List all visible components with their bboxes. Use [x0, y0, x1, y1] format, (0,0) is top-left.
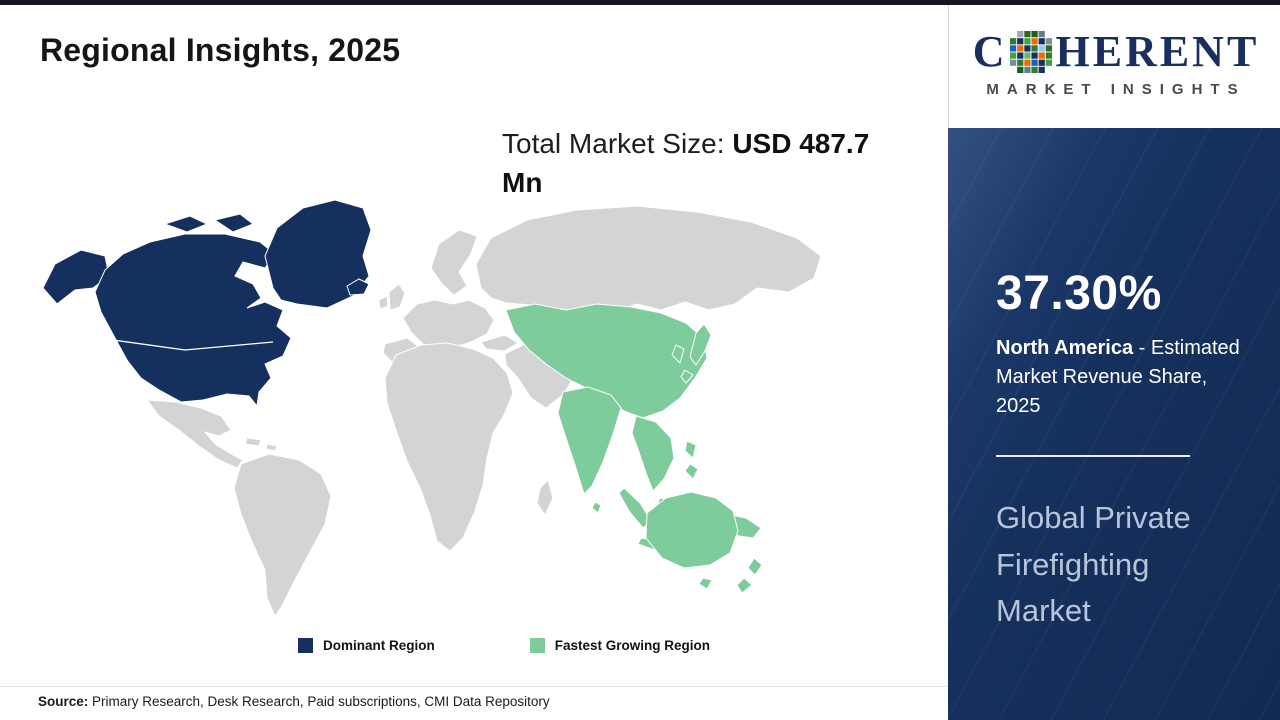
region-new-zealand	[736, 557, 763, 594]
market-name: Global Private Firefighting Market	[996, 500, 1191, 628]
region-indochina	[631, 415, 675, 492]
region-canada-usa	[94, 233, 292, 408]
legend-label-dominant: Dominant Region	[322, 638, 435, 653]
logo-wordmark: C HERENT	[973, 30, 1260, 74]
region-mexico-central-america	[145, 399, 244, 469]
region-korea	[671, 344, 685, 364]
page-title: Regional Insights, 2025	[40, 32, 401, 68]
region-japan	[680, 323, 712, 384]
panel-divider	[996, 455, 1190, 457]
total-market-size-value: USD 487.7 Mn	[502, 128, 870, 199]
region-uk	[388, 283, 406, 311]
map-legend: Dominant Region Fastest Growing Region	[60, 638, 948, 653]
legend-label-fastest-growing: Fastest Growing Region	[554, 638, 710, 653]
region-south-america	[233, 453, 332, 618]
region-madagascar	[536, 479, 554, 517]
region-africa	[384, 342, 514, 552]
logo-subtitle: MARKET INSIGHTS	[986, 81, 1246, 98]
logo-globe-mosaic-icon	[1010, 31, 1053, 73]
legend-swatch-dominant	[297, 638, 313, 653]
brand-logo: C HERENT MARKET INSIGHTS	[966, 30, 1266, 99]
region-turkey	[480, 334, 519, 352]
market-share-value: 37.30%	[996, 267, 1162, 320]
logo-text-suffix: HERENT	[1055, 27, 1260, 76]
legend-item-dominant: Dominant Region	[297, 638, 435, 653]
region-greenland	[264, 199, 372, 309]
top-accent-bar	[0, 0, 1280, 5]
region-central-asia-china	[505, 303, 708, 419]
source-text: Primary Research, Desk Research, Paid su…	[88, 694, 550, 709]
source-label: Source:	[38, 694, 89, 709]
region-sumatra	[618, 487, 652, 529]
region-sri-lanka	[591, 501, 602, 514]
sidebar-panel: 37.30% North America - Estimated Market …	[948, 128, 1280, 720]
region-iceland	[346, 278, 370, 296]
region-scandinavia	[430, 229, 478, 296]
total-market-size-label: Total Market Size:	[502, 128, 733, 159]
header-divider	[948, 5, 949, 128]
market-share-suffix: - Estimated Market Revenue Share, 2025	[996, 337, 1240, 417]
source-note: Source: Primary Research, Desk Research,…	[38, 694, 550, 709]
market-share-description: North America - Estimated Market Revenue…	[996, 334, 1242, 421]
legend-swatch-fastest-growing	[529, 638, 545, 653]
market-share-region: North America	[996, 337, 1134, 359]
region-philippines	[684, 440, 699, 480]
region-tasmania	[698, 577, 713, 590]
footer-divider	[0, 686, 948, 687]
region-canadian-arctic-islands	[163, 213, 255, 233]
logo-text-prefix: C	[972, 27, 1008, 76]
world-map	[35, 192, 835, 632]
region-india	[557, 386, 622, 495]
us-canada-border	[112, 339, 274, 351]
total-market-size: Total Market Size: USD 487.7 Mn	[502, 124, 906, 202]
region-russia	[475, 205, 822, 313]
region-caribbean	[244, 437, 278, 452]
legend-item-fastest-growing: Fastest Growing Region	[529, 638, 710, 653]
region-ireland	[378, 295, 389, 310]
region-australia	[645, 491, 739, 569]
